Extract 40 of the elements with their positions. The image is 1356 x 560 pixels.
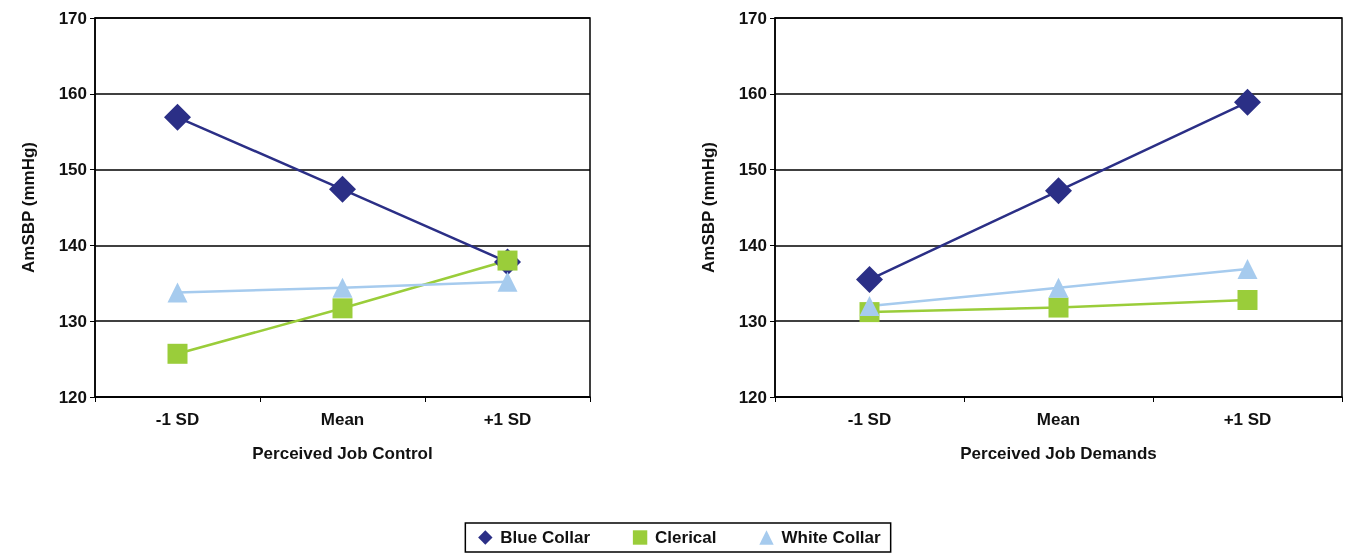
y-tick-label: 130	[738, 311, 767, 331]
x-tick-label: +1 SD	[1223, 410, 1272, 429]
point	[164, 103, 191, 131]
x-tick-label: +1 SD	[483, 410, 532, 429]
point	[1048, 297, 1069, 318]
point	[329, 175, 356, 203]
y-tick-label: 140	[738, 235, 767, 255]
point	[1237, 258, 1258, 279]
y-tick-label: 130	[58, 311, 87, 331]
x-axis-title: Perceived Job Demands	[960, 444, 1157, 463]
y-tick-label: 150	[738, 160, 767, 180]
y-axis-title: AmSBP (mmHg)	[699, 142, 718, 273]
legend-label: White Collar	[781, 528, 882, 547]
point	[167, 343, 188, 364]
point	[167, 282, 188, 303]
point	[332, 277, 353, 298]
point	[856, 266, 883, 294]
y-tick-label: 150	[58, 160, 87, 180]
y-tick-label: 120	[738, 387, 767, 407]
y-tick-label: 160	[58, 84, 87, 104]
legend-label: Clerical	[655, 528, 717, 547]
y-tick-label: 120	[58, 387, 87, 407]
point	[497, 271, 518, 292]
x-axis-title: Perceived Job Control	[252, 444, 433, 463]
x-tick-label: Mean	[320, 410, 365, 429]
y-tick-label: 170	[58, 8, 87, 28]
x-tick-label: -1 SD	[155, 410, 200, 429]
point	[332, 298, 353, 319]
legend-label: Blue Collar	[500, 528, 591, 547]
point	[1045, 177, 1072, 205]
point	[1048, 277, 1069, 298]
y-tick-label: 160	[738, 84, 767, 104]
y-tick-label: 170	[738, 8, 767, 28]
x-tick-label: Mean	[1036, 410, 1081, 429]
point	[1234, 88, 1261, 116]
point	[1237, 289, 1258, 310]
x-tick-label: -1 SD	[847, 410, 892, 429]
point	[859, 296, 880, 317]
y-tick-label: 140	[58, 235, 87, 255]
y-axis-title: AmSBP (mmHg)	[19, 142, 38, 273]
